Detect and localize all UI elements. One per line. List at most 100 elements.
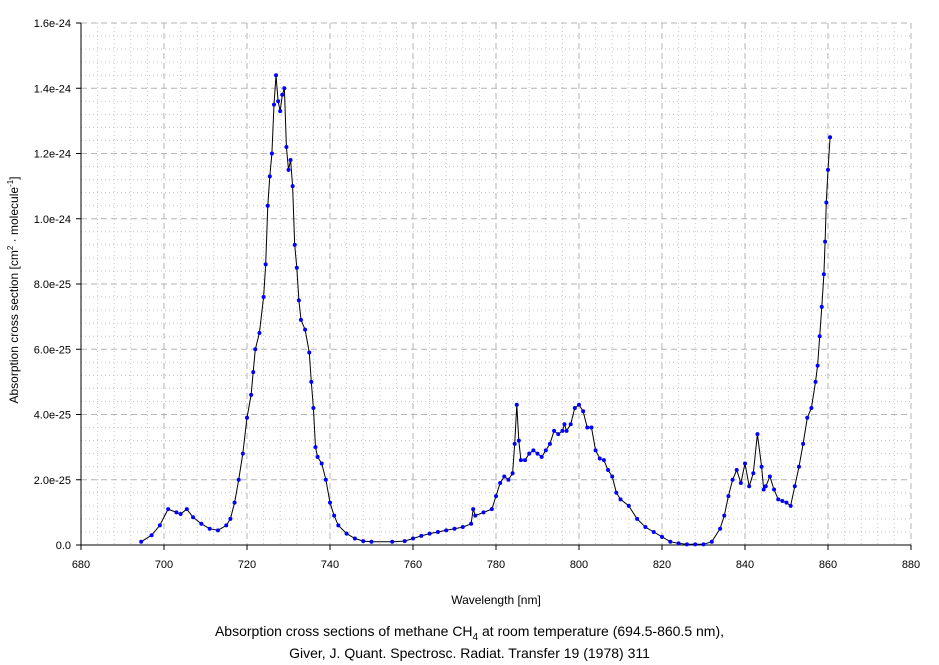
data-point (597, 456, 602, 461)
data-point (286, 167, 291, 172)
data-point (460, 525, 465, 530)
data-point (215, 528, 220, 533)
data-point (149, 533, 154, 538)
data-point (481, 510, 486, 515)
data-point (184, 507, 189, 512)
data-point (174, 510, 179, 515)
data-point (178, 512, 183, 517)
data-point (309, 379, 314, 384)
data-point (759, 464, 764, 469)
data-point (506, 477, 511, 482)
data-point (577, 402, 581, 407)
data-point (510, 471, 515, 476)
data-point (809, 405, 814, 410)
data-point (419, 533, 424, 538)
y-tick-label: 1.4e-24 (34, 83, 71, 95)
data-point (361, 539, 366, 544)
data-point (826, 167, 830, 172)
data-point (332, 513, 337, 518)
data-point (166, 507, 171, 512)
x-tick-label: 820 (653, 559, 671, 571)
data-point (684, 542, 689, 547)
data-point (817, 334, 822, 339)
x-tick-label: 760 (404, 559, 422, 571)
data-point (471, 507, 476, 512)
y-tick-label: 8.0e-25 (34, 279, 71, 291)
data-point (199, 521, 204, 526)
x-tick-label: 720 (238, 559, 256, 571)
data-point (813, 379, 818, 384)
data-point (547, 441, 552, 446)
data-point (776, 497, 781, 502)
axes (76, 22, 912, 550)
data-point (336, 523, 341, 528)
data-point (207, 526, 212, 531)
data-point (435, 529, 440, 534)
data-point (518, 458, 523, 463)
data-point (755, 432, 760, 437)
data-point (823, 239, 828, 244)
data-point (411, 536, 415, 541)
data-point (543, 448, 548, 453)
data-point (651, 529, 656, 534)
data-point (494, 494, 498, 499)
data-point (614, 490, 619, 495)
data-point (473, 513, 478, 518)
x-tick-label: 840 (736, 559, 754, 571)
data-point (512, 441, 517, 446)
data-point (311, 405, 316, 410)
data-point (589, 425, 594, 430)
data-point (562, 422, 567, 427)
data-point (352, 536, 357, 541)
x-tick-label: 680 (72, 559, 90, 571)
data-point (772, 487, 777, 492)
data-point (267, 174, 272, 179)
data-point (761, 487, 766, 492)
data-point (228, 516, 233, 521)
data-point (564, 428, 569, 433)
x-tick-label: 780 (487, 559, 505, 571)
data-point (819, 304, 824, 309)
data-point (552, 428, 557, 433)
data-point (788, 503, 793, 508)
data-point (635, 516, 640, 521)
tick-labels: 680 700 720 740 760 780 800 820 840 860 880 0.0 2.0e… (34, 18, 920, 571)
data-point (502, 474, 507, 479)
data-point (344, 531, 349, 536)
x-tick-label: 700 (155, 559, 173, 571)
x-axis-label: Wavelength [nm] (451, 593, 541, 607)
data-point (271, 102, 276, 107)
data-point (298, 317, 303, 322)
data-point (743, 461, 747, 466)
data-point (369, 539, 374, 544)
data-point (323, 477, 328, 482)
grid (81, 22, 912, 545)
data-point (489, 507, 494, 512)
data-point (280, 92, 285, 97)
y-tick-label: 0.0 (56, 540, 71, 552)
y-tick-label: 1.0e-24 (34, 214, 71, 226)
data-point (560, 428, 565, 433)
data-point (796, 464, 801, 469)
data-point (722, 513, 727, 518)
data-point (539, 454, 544, 459)
x-tick-label: 880 (902, 559, 920, 571)
data-point (315, 454, 320, 459)
data-point (726, 494, 731, 499)
data-point (763, 484, 768, 489)
data-point (676, 541, 681, 546)
data-point (276, 99, 281, 104)
data-point (643, 525, 648, 530)
data-point (585, 425, 590, 430)
data-point (292, 242, 297, 247)
data-point (469, 521, 474, 526)
y-tick-label: 4.0e-25 (34, 410, 71, 422)
data-point (568, 422, 573, 427)
data-point (523, 458, 528, 463)
data-point (265, 203, 270, 208)
data-point (792, 484, 797, 489)
data-point (313, 445, 318, 450)
data-point (245, 415, 249, 420)
series-markers (139, 73, 833, 547)
data-point (767, 474, 772, 479)
